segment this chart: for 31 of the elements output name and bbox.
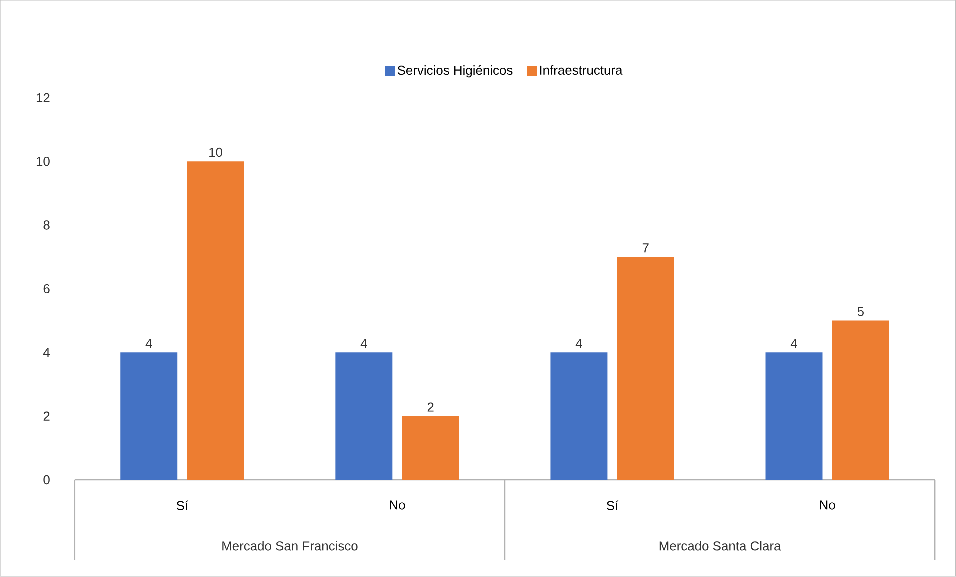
data-label: 7 xyxy=(642,244,649,253)
bar xyxy=(832,320,890,480)
y-tick-label: 10 xyxy=(36,157,50,166)
bar xyxy=(617,257,674,480)
y-tick-label: 12 xyxy=(36,93,50,102)
text: Mercado San Francisco xyxy=(222,541,358,551)
bar xyxy=(766,352,823,480)
data-label: 4 xyxy=(360,339,368,348)
x-tick-label: No xyxy=(820,500,836,510)
data-label: 4 xyxy=(146,339,152,348)
y-tick-label: 8 xyxy=(44,220,50,230)
data-label: 4 xyxy=(576,339,582,348)
bar xyxy=(120,352,178,480)
x-tick-label: Sí xyxy=(607,500,619,510)
data-label: 2 xyxy=(428,402,434,412)
bar xyxy=(402,416,460,480)
legend-label: Servicios Higiénicos xyxy=(398,65,513,78)
legend-label: Infraestructura xyxy=(540,66,623,76)
bar xyxy=(336,352,393,480)
data-label: 4 xyxy=(790,339,798,348)
data-label: 5 xyxy=(858,307,864,316)
y-tick-label: 6 xyxy=(44,284,50,294)
bar xyxy=(187,162,244,480)
x-tick-label: Sí xyxy=(176,500,189,510)
y-tick-label: 4 xyxy=(43,348,50,358)
x-tick-label: No xyxy=(390,500,406,510)
text: Mercado Santa Clara xyxy=(660,541,782,551)
data-label: 10 xyxy=(210,148,222,158)
y-tick-label: 0 xyxy=(44,475,50,485)
bar xyxy=(550,352,608,480)
y-tick-label: 2 xyxy=(44,412,50,421)
